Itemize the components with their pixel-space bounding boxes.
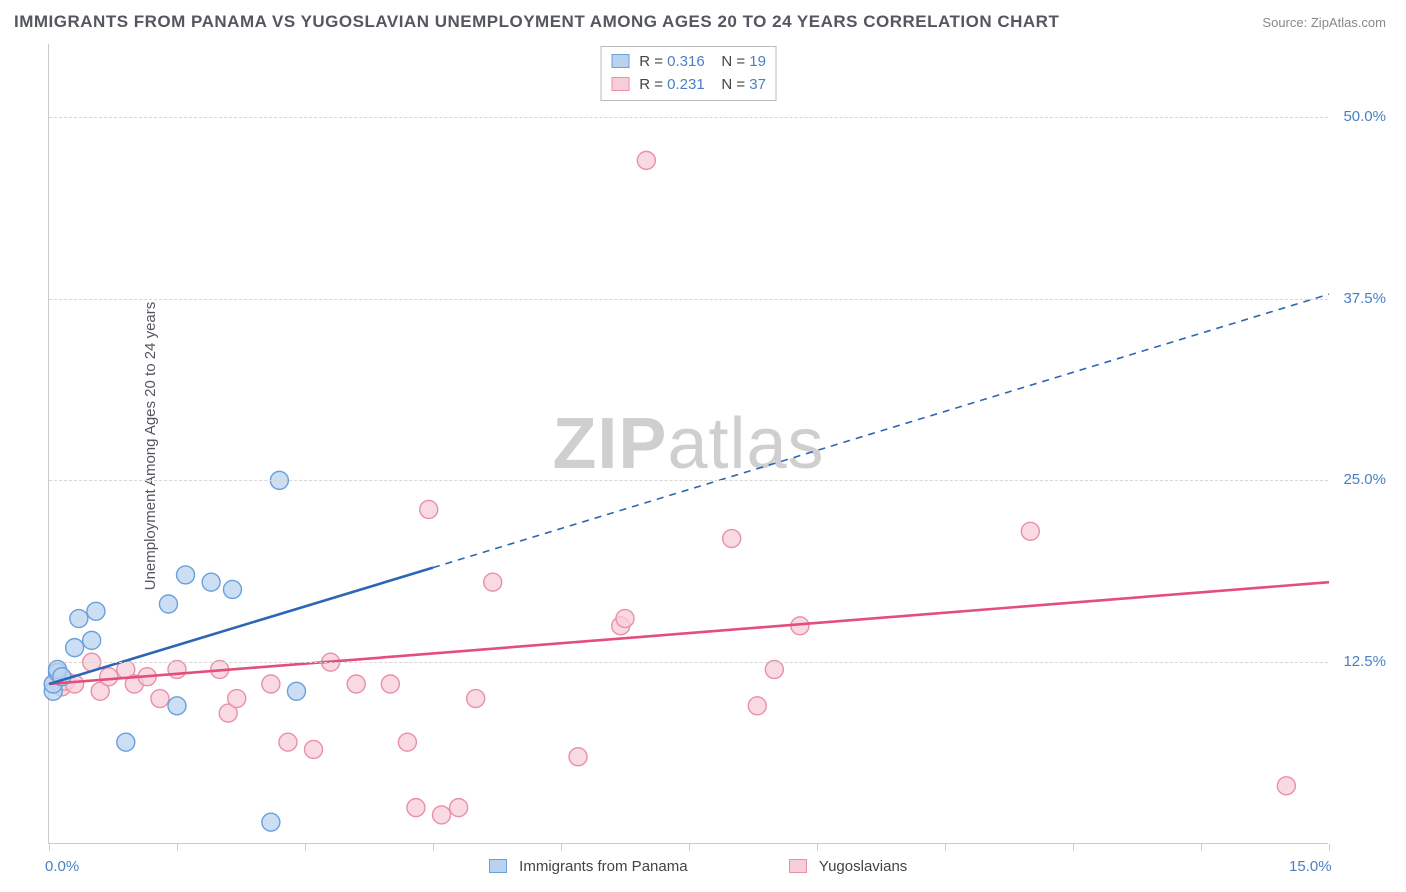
data-point-yugoslav (569, 748, 587, 766)
data-point-panama (66, 639, 84, 657)
data-point-panama (223, 580, 241, 598)
x-tick (433, 844, 434, 851)
swatch-yugoslav-bottom (789, 859, 807, 873)
x-tick (305, 844, 306, 851)
swatch-panama-bottom (489, 859, 507, 873)
data-point-yugoslav (616, 610, 634, 628)
data-point-panama (117, 733, 135, 751)
x-tick (1329, 844, 1330, 851)
data-point-panama (159, 595, 177, 613)
data-point-yugoslav (398, 733, 416, 751)
source-attribution: Source: ZipAtlas.com (1262, 15, 1386, 30)
plot-area: ZIPatlas R = 0.316 N = 19 R = 0.231 N = … (48, 44, 1328, 844)
data-point-yugoslav (151, 690, 169, 708)
x-tick (1201, 844, 1202, 851)
bottom-legend-yugoslav-label: Yugoslavians (819, 858, 907, 875)
data-point-yugoslav (637, 151, 655, 169)
data-point-yugoslav (262, 675, 280, 693)
data-point-yugoslav (748, 697, 766, 715)
source-label: Source: (1262, 15, 1307, 30)
gridline (49, 662, 1328, 663)
x-tick-label: 0.0% (45, 858, 79, 875)
data-point-panama (83, 631, 101, 649)
gridline (49, 299, 1328, 300)
data-point-panama (87, 602, 105, 620)
bottom-legend-yugoslav: Yugoslavians (789, 858, 907, 875)
gridline (49, 117, 1328, 118)
trend-line-yugoslav (49, 582, 1329, 684)
data-point-yugoslav (279, 733, 297, 751)
bottom-legend-panama: Immigrants from Panama (489, 858, 688, 875)
data-point-yugoslav (450, 799, 468, 817)
x-tick (49, 844, 50, 851)
data-point-yugoslav (484, 573, 502, 591)
gridline (49, 480, 1328, 481)
data-point-panama (70, 610, 88, 628)
data-point-panama (262, 813, 280, 831)
trend-line-dash-panama (433, 294, 1329, 567)
data-point-panama (202, 573, 220, 591)
data-point-panama (177, 566, 195, 584)
x-tick (817, 844, 818, 851)
chart-svg (49, 44, 1328, 843)
data-point-panama (287, 682, 305, 700)
x-tick (177, 844, 178, 851)
data-point-panama (168, 697, 186, 715)
chart-title: IMMIGRANTS FROM PANAMA VS YUGOSLAVIAN UN… (14, 12, 1059, 32)
data-point-yugoslav (467, 690, 485, 708)
y-tick-label: 37.5% (1343, 290, 1386, 307)
y-tick-label: 25.0% (1343, 471, 1386, 488)
data-point-yugoslav (305, 740, 323, 758)
data-point-yugoslav (1277, 777, 1295, 795)
y-tick-label: 50.0% (1343, 108, 1386, 125)
data-point-yugoslav (1021, 522, 1039, 540)
data-point-yugoslav (420, 500, 438, 518)
data-point-yugoslav (433, 806, 451, 824)
x-tick (689, 844, 690, 851)
data-point-yugoslav (723, 530, 741, 548)
data-point-yugoslav (100, 668, 118, 686)
x-tick (1073, 844, 1074, 851)
x-tick (561, 844, 562, 851)
bottom-legend-panama-label: Immigrants from Panama (519, 858, 687, 875)
data-point-yugoslav (228, 690, 246, 708)
x-tick-label: 15.0% (1289, 858, 1332, 875)
data-point-yugoslav (347, 675, 365, 693)
source-site: ZipAtlas.com (1311, 15, 1386, 30)
data-point-yugoslav (407, 799, 425, 817)
y-tick-label: 12.5% (1343, 653, 1386, 670)
x-tick (945, 844, 946, 851)
data-point-yugoslav (381, 675, 399, 693)
